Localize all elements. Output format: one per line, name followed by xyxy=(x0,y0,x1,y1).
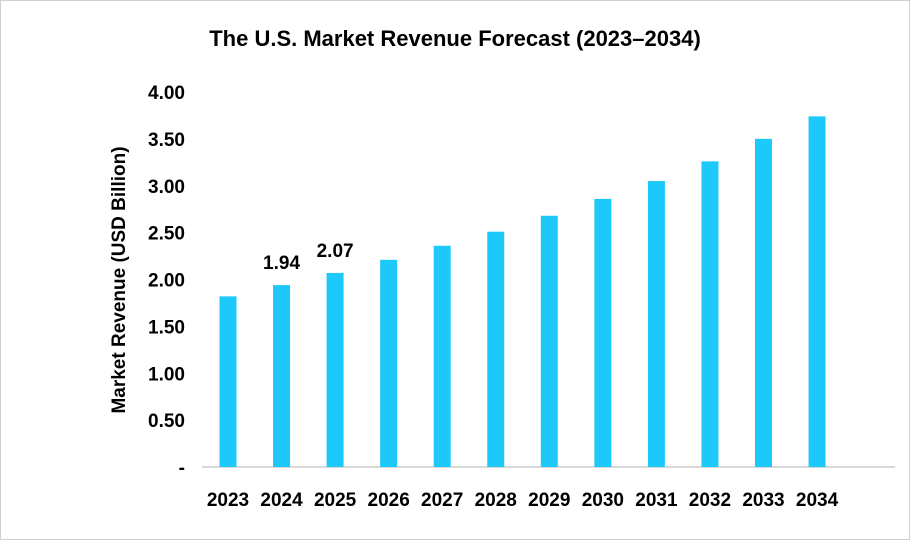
bar-2031 xyxy=(647,181,665,467)
y-tick-label: 3.00 xyxy=(148,177,185,198)
x-tick-label: 2028 xyxy=(475,490,517,511)
bar-2023 xyxy=(219,296,237,467)
bar-2028 xyxy=(487,231,505,467)
y-tick-label: 2.00 xyxy=(148,271,185,292)
bar-2032 xyxy=(701,161,719,467)
chart-title: The U.S. Market Revenue Forecast (2023–2… xyxy=(209,26,701,51)
bar-2024 xyxy=(273,285,291,467)
bar-2027 xyxy=(433,245,451,467)
y-tick-label: - xyxy=(179,458,185,479)
x-tick-label: 2023 xyxy=(207,490,249,511)
x-tick-label: 2024 xyxy=(260,490,303,511)
data-label: 2.07 xyxy=(317,241,354,262)
y-tick-label: 2.50 xyxy=(148,224,185,245)
x-tick-label: 2027 xyxy=(421,490,463,511)
x-tick-label: 2033 xyxy=(742,490,784,511)
x-tick-label: 2030 xyxy=(582,490,624,511)
bar-2026 xyxy=(380,259,398,467)
bar-2033 xyxy=(755,138,772,467)
x-tick-label: 2032 xyxy=(689,490,731,511)
x-tick-label: 2031 xyxy=(635,490,678,511)
y-tick-label: 0.50 xyxy=(148,411,185,432)
data-label: 1.94 xyxy=(263,253,300,274)
bar-2025 xyxy=(326,272,344,467)
y-tick-label: 3.50 xyxy=(148,130,185,151)
x-tick-label: 2029 xyxy=(528,490,570,511)
y-tick-label: 1.00 xyxy=(148,364,185,385)
bar-2034 xyxy=(808,116,826,467)
bar-2029 xyxy=(540,215,558,467)
y-tick-label: 1.50 xyxy=(148,317,185,338)
y-axis-label: Market Revenue (USD Billion) xyxy=(109,146,130,413)
x-tick-label: 2025 xyxy=(314,490,357,511)
y-tick-label: 4.00 xyxy=(148,83,185,104)
bar-2030 xyxy=(594,198,612,467)
x-tick-label: 2026 xyxy=(368,490,410,511)
x-tick-label: 2034 xyxy=(796,490,839,511)
